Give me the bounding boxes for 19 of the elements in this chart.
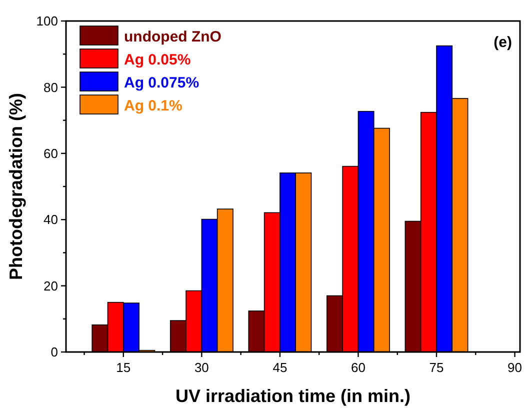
y-tick-label: 100 xyxy=(36,14,58,29)
x-tick-label: 45 xyxy=(272,360,288,375)
y-tick-label: 60 xyxy=(44,146,58,161)
y-axis-title: Photodegradation (%) xyxy=(6,93,26,280)
y-tick-label: 40 xyxy=(44,212,58,228)
y-tick-label: 20 xyxy=(44,278,58,294)
x-tick-label: 30 xyxy=(194,360,209,375)
y-tick-label: 80 xyxy=(44,80,58,95)
legend-label: undoped ZnO xyxy=(124,28,222,46)
x-tick-label: 15 xyxy=(116,360,131,375)
x-tick-label: 90 xyxy=(508,360,522,375)
legend-label: Ag 0.05% xyxy=(124,51,191,68)
legend-label: Ag 0.1% xyxy=(124,97,182,114)
x-axis-title: UV irradiation time (in min.) xyxy=(175,386,411,406)
legend-label: Ag 0.075% xyxy=(124,74,200,92)
y-tick-label: 0 xyxy=(50,344,58,360)
annotation: (e) xyxy=(494,34,512,51)
x-tick-label: 60 xyxy=(350,360,366,375)
x-tick-label: 75 xyxy=(429,360,444,375)
